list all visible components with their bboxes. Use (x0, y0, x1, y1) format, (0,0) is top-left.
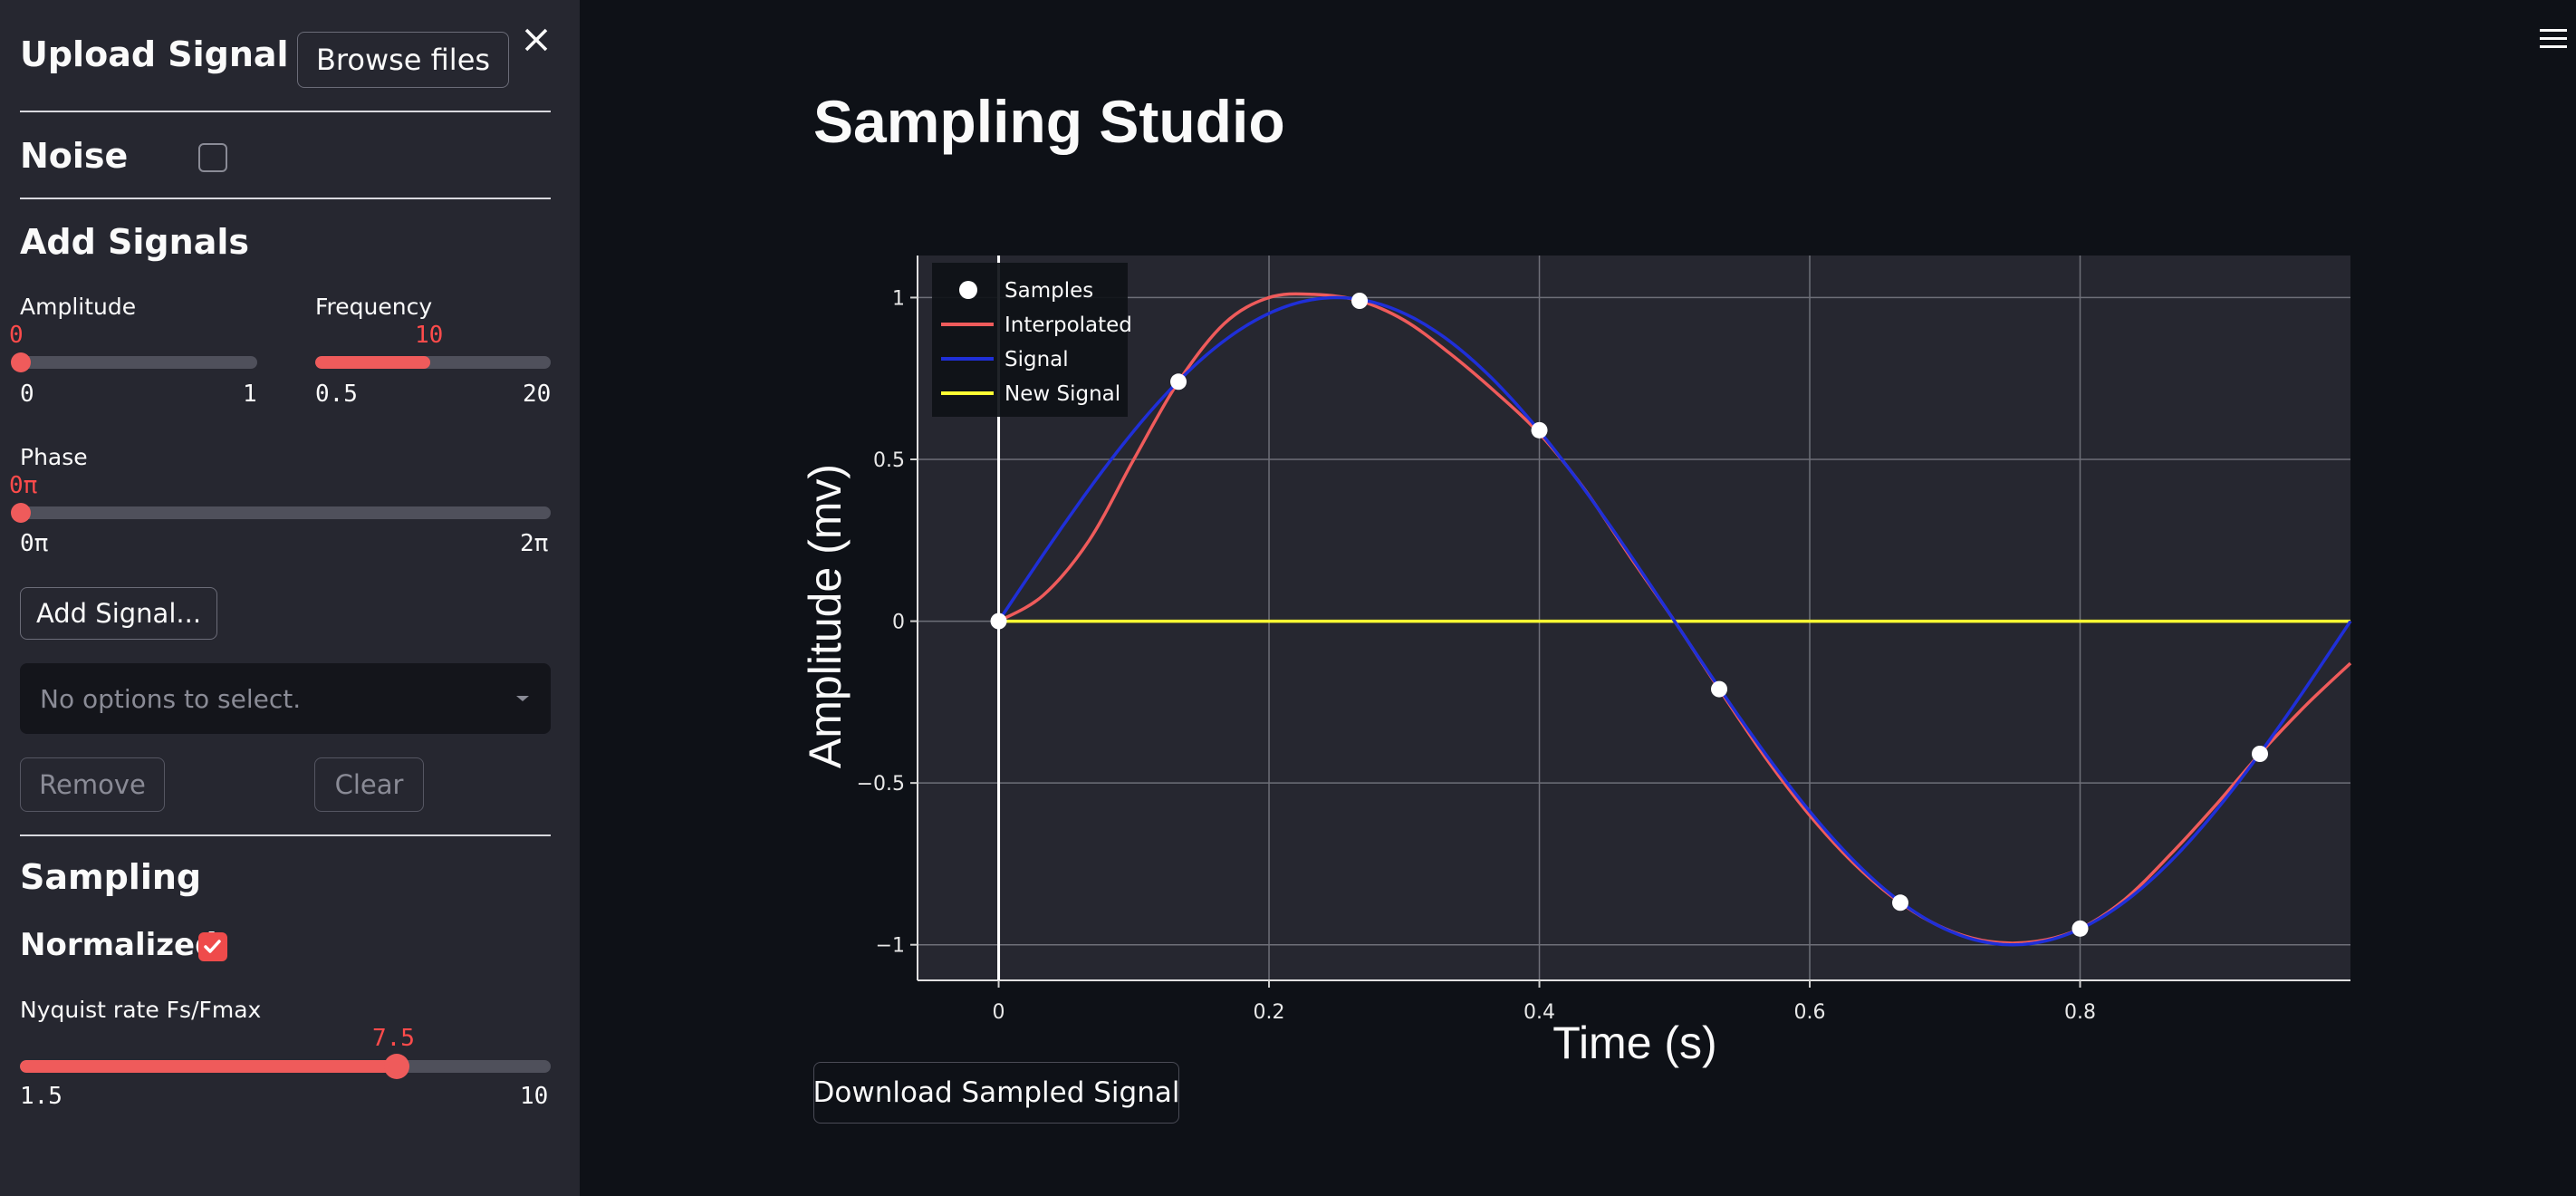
x-tick-label: 0.2 (1254, 1001, 1285, 1024)
legend-label: Samples (1004, 279, 1093, 303)
select-placeholder: No options to select. (40, 683, 302, 714)
frequency-value: 10 (415, 322, 444, 349)
browse-files-button[interactable]: Browse files (297, 32, 509, 88)
y-tick-label: 1 (892, 287, 905, 310)
y-tick-label: 0.5 (873, 449, 905, 472)
frequency-max: 20 (523, 381, 552, 408)
legend-label: Interpolated (1004, 313, 1132, 337)
nyquist-max: 10 (520, 1083, 549, 1110)
main-menu-button[interactable] (2540, 27, 2567, 51)
amplitude-max: 1 (243, 381, 257, 408)
normalized-label: Normalized (20, 927, 217, 963)
amplitude-min: 0 (20, 381, 34, 408)
nyquist-slider-track[interactable] (20, 1060, 551, 1073)
amplitude-slider-track[interactable] (20, 356, 257, 369)
divider (20, 834, 551, 836)
close-sidebar-button[interactable] (520, 24, 553, 56)
upload-signal-title: Upload Signal (20, 34, 289, 74)
phase-slider-thumb[interactable] (11, 503, 31, 523)
sample-point (1892, 894, 1909, 911)
y-tick-label: −0.5 (857, 773, 905, 796)
phase-label: Phase (20, 444, 88, 470)
y-tick-label: −1 (876, 935, 905, 958)
amplitude-value: 0 (9, 322, 24, 349)
clear-button[interactable]: Clear (314, 757, 424, 812)
x-axis-label: Time (s) (1552, 1018, 1716, 1068)
chart-series (990, 292, 2352, 947)
remove-button[interactable]: Remove (20, 757, 165, 812)
divider (20, 111, 551, 112)
amplitude-label: Amplitude (20, 294, 137, 320)
close-icon (524, 28, 548, 52)
x-tick-label: 0.6 (1794, 1001, 1826, 1024)
sample-point (990, 612, 1007, 630)
sample-point (1170, 373, 1187, 391)
plot-area (918, 256, 2350, 980)
y-axis-label: Amplitude (mv) (800, 464, 851, 768)
amplitude-slider-thumb[interactable] (11, 352, 31, 372)
sample-point (2252, 746, 2269, 762)
add-signal-button[interactable]: Add Signal... (20, 587, 217, 640)
noise-checkbox[interactable] (198, 143, 227, 172)
page-title: Sampling Studio (813, 88, 1285, 155)
frequency-label: Frequency (315, 294, 433, 320)
y-tick-label: 0 (892, 612, 905, 634)
download-sampled-signal-button[interactable]: Download Sampled Signal (813, 1062, 1179, 1124)
add-signals-title: Add Signals (20, 222, 249, 262)
chart-legend: Samples Interpolated Signal New Signal (932, 263, 1132, 417)
phase-min: 0π (20, 530, 49, 557)
normalized-checkbox[interactable] (198, 932, 227, 961)
nyquist-min: 1.5 (20, 1083, 62, 1110)
legend-label: Signal (1004, 348, 1069, 371)
frequency-min: 0.5 (315, 381, 358, 408)
legend-marker-samples (959, 281, 977, 299)
noise-label: Noise (20, 136, 129, 176)
sampling-title: Sampling (20, 857, 202, 897)
nyquist-value: 7.5 (372, 1025, 415, 1052)
phase-value: 0π (9, 472, 38, 499)
nyquist-slider-thumb[interactable] (384, 1054, 409, 1079)
sample-point (2071, 920, 2089, 937)
checkmark-icon (204, 940, 221, 953)
sample-point (1351, 293, 1369, 309)
legend-label: New Signal (1004, 382, 1120, 406)
signal-chart[interactable]: 0 0.2 0.4 0.6 0.8 −1 −0.5 0 0.5 1 Time (s) Amplit… (797, 227, 2373, 1087)
sample-point (1711, 680, 1728, 698)
signal-line (997, 295, 2352, 947)
frequency-slider-track[interactable] (315, 356, 551, 369)
chart-tick-labels: 0 0.2 0.4 0.6 0.8 −1 −0.5 0 0.5 1 (857, 287, 2096, 1024)
chevron-down-icon (516, 696, 529, 701)
sidebar: Upload Signal Browse files Noise Add Sig… (0, 0, 580, 1196)
phase-max: 2π (520, 530, 549, 557)
x-tick-label: 0.8 (2064, 1001, 2096, 1024)
frequency-slider-fill (315, 356, 430, 369)
phase-slider-track[interactable] (20, 506, 551, 519)
signal-select[interactable]: No options to select. (20, 663, 551, 734)
sample-point (1531, 421, 1548, 439)
nyquist-slider-fill (20, 1060, 395, 1073)
divider (20, 198, 551, 199)
nyquist-label: Nyquist rate Fs/Fmax (20, 997, 262, 1023)
x-tick-label: 0.4 (1523, 1001, 1555, 1024)
x-tick-label: 0 (993, 1001, 1005, 1024)
hamburger-menu-icon (2540, 29, 2567, 48)
